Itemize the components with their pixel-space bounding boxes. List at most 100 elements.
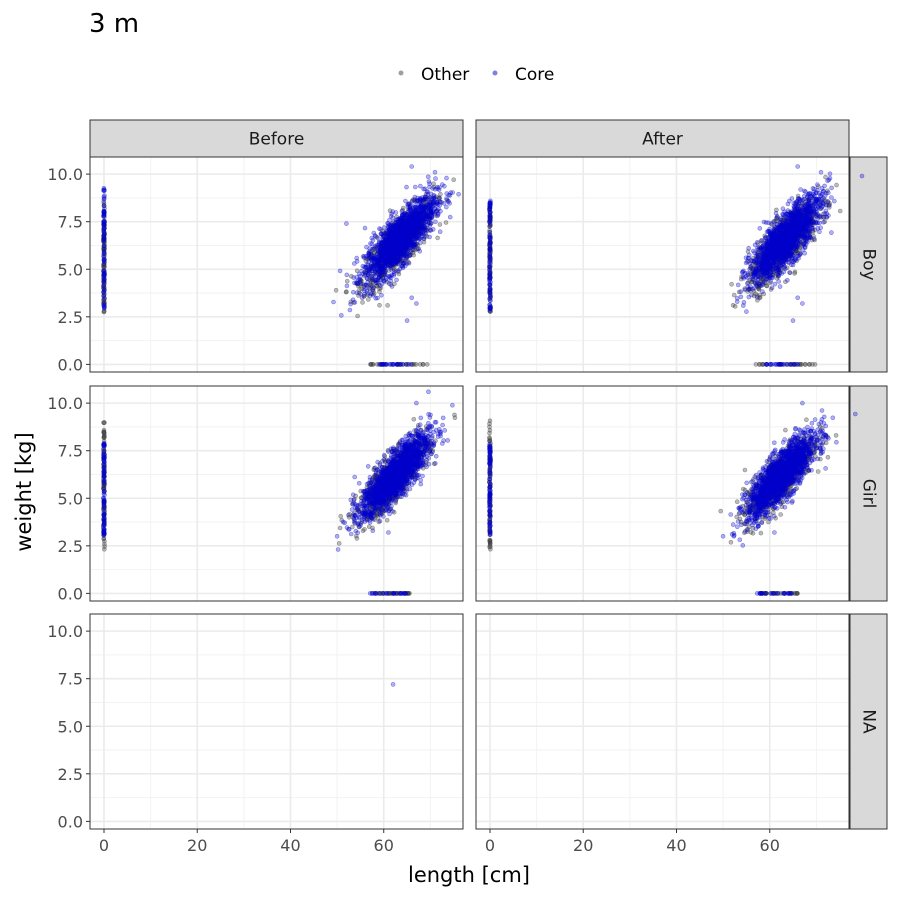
data-point-core xyxy=(751,259,757,265)
data-point-core xyxy=(776,279,782,284)
data-point-core xyxy=(386,281,392,286)
data-point-core xyxy=(101,243,107,248)
data-point-core xyxy=(419,206,425,212)
data-point-core xyxy=(764,362,770,367)
data-point-core xyxy=(765,273,770,279)
data-point-core xyxy=(101,249,107,255)
data-point-core xyxy=(397,222,402,228)
data-point-core xyxy=(102,277,107,283)
data-point-core xyxy=(769,285,775,291)
data-point-core xyxy=(786,234,792,239)
data-point-core xyxy=(403,198,408,204)
data-point-core xyxy=(750,276,756,282)
data-point-core xyxy=(813,219,818,225)
data-point-core xyxy=(831,198,837,204)
data-point-core xyxy=(752,242,758,248)
data-point-other xyxy=(101,285,106,291)
data-point-core xyxy=(101,222,107,228)
data-point-outlier-core xyxy=(409,295,415,301)
data-point-outlier-core xyxy=(795,295,801,301)
y-tick-label: 0.0 xyxy=(58,355,83,374)
data-point-core xyxy=(101,303,107,309)
data-point-core xyxy=(488,298,493,304)
data-point-core xyxy=(377,226,382,231)
data-point-other xyxy=(102,253,107,259)
data-point-core xyxy=(101,229,107,235)
data-point-core xyxy=(381,263,387,269)
data-point-core xyxy=(101,249,107,255)
data-point-core xyxy=(411,211,417,216)
data-point-core xyxy=(366,259,372,265)
data-point-outlier-core xyxy=(409,164,415,169)
data-point-core xyxy=(410,198,415,203)
data-point-core xyxy=(421,223,427,229)
data-point-core xyxy=(101,268,106,274)
data-point-core xyxy=(101,187,107,192)
data-point-other xyxy=(731,292,737,298)
data-point-core xyxy=(101,219,106,224)
data-point-core xyxy=(487,251,493,256)
data-point-core xyxy=(487,302,492,308)
data-point-core xyxy=(759,238,765,243)
legend-label-other: Other xyxy=(421,65,469,85)
data-point-core xyxy=(778,243,783,248)
data-point-core xyxy=(378,256,384,262)
data-point-core xyxy=(815,226,821,231)
data-point-core xyxy=(774,240,780,245)
data-point-core xyxy=(425,174,431,180)
data-point-core xyxy=(101,221,106,227)
data-point-core xyxy=(764,262,770,268)
data-point-core xyxy=(102,188,107,193)
data-point-core xyxy=(787,270,792,275)
data-point-other xyxy=(792,271,797,276)
data-point-core xyxy=(487,247,493,252)
data-point-core xyxy=(427,234,432,240)
data-point-core xyxy=(101,278,107,284)
data-point-core xyxy=(826,177,832,183)
data-point-core xyxy=(435,213,440,219)
data-point-other xyxy=(101,257,107,263)
data-point-other xyxy=(834,182,839,188)
facet-strip-boy: Boy xyxy=(849,156,888,373)
data-point-core xyxy=(386,268,392,273)
data-point-core xyxy=(441,201,447,206)
data-point-core xyxy=(784,219,789,225)
data-point-core xyxy=(415,246,421,252)
data-point-other xyxy=(837,208,843,214)
data-point-core xyxy=(338,313,344,318)
data-point-core xyxy=(101,218,107,224)
data-point-core xyxy=(488,292,493,298)
data-point-core xyxy=(433,219,438,225)
data-point-other xyxy=(431,184,437,190)
data-point-core xyxy=(446,199,451,205)
data-point-core xyxy=(362,255,367,261)
data-point-core xyxy=(344,272,350,278)
data-point-core xyxy=(370,237,376,243)
facet-strip-na: NA xyxy=(849,613,888,830)
data-point-core xyxy=(352,300,358,305)
facet-strip-before: Before xyxy=(89,119,464,158)
data-point-core xyxy=(827,171,833,177)
data-point-core xyxy=(372,233,378,238)
data-point-core xyxy=(384,240,390,245)
data-point-core xyxy=(765,243,770,248)
data-point-core xyxy=(447,214,453,220)
data-point-other xyxy=(354,268,360,274)
data-point-core xyxy=(410,247,415,252)
data-point-core xyxy=(102,257,107,263)
data-point-core xyxy=(811,207,817,212)
data-point-core xyxy=(745,275,751,281)
data-point-other xyxy=(101,233,107,238)
data-point-core xyxy=(348,301,353,307)
data-point-core xyxy=(789,228,795,234)
data-point-core xyxy=(376,362,382,367)
data-point-core xyxy=(426,179,432,184)
data-point-core xyxy=(101,212,107,218)
data-point-core xyxy=(101,273,107,278)
data-point-outlier-core xyxy=(404,318,410,323)
data-point-core xyxy=(756,263,761,268)
data-point-core xyxy=(101,226,106,231)
data-point-core xyxy=(371,256,376,262)
data-point-core xyxy=(487,286,493,291)
